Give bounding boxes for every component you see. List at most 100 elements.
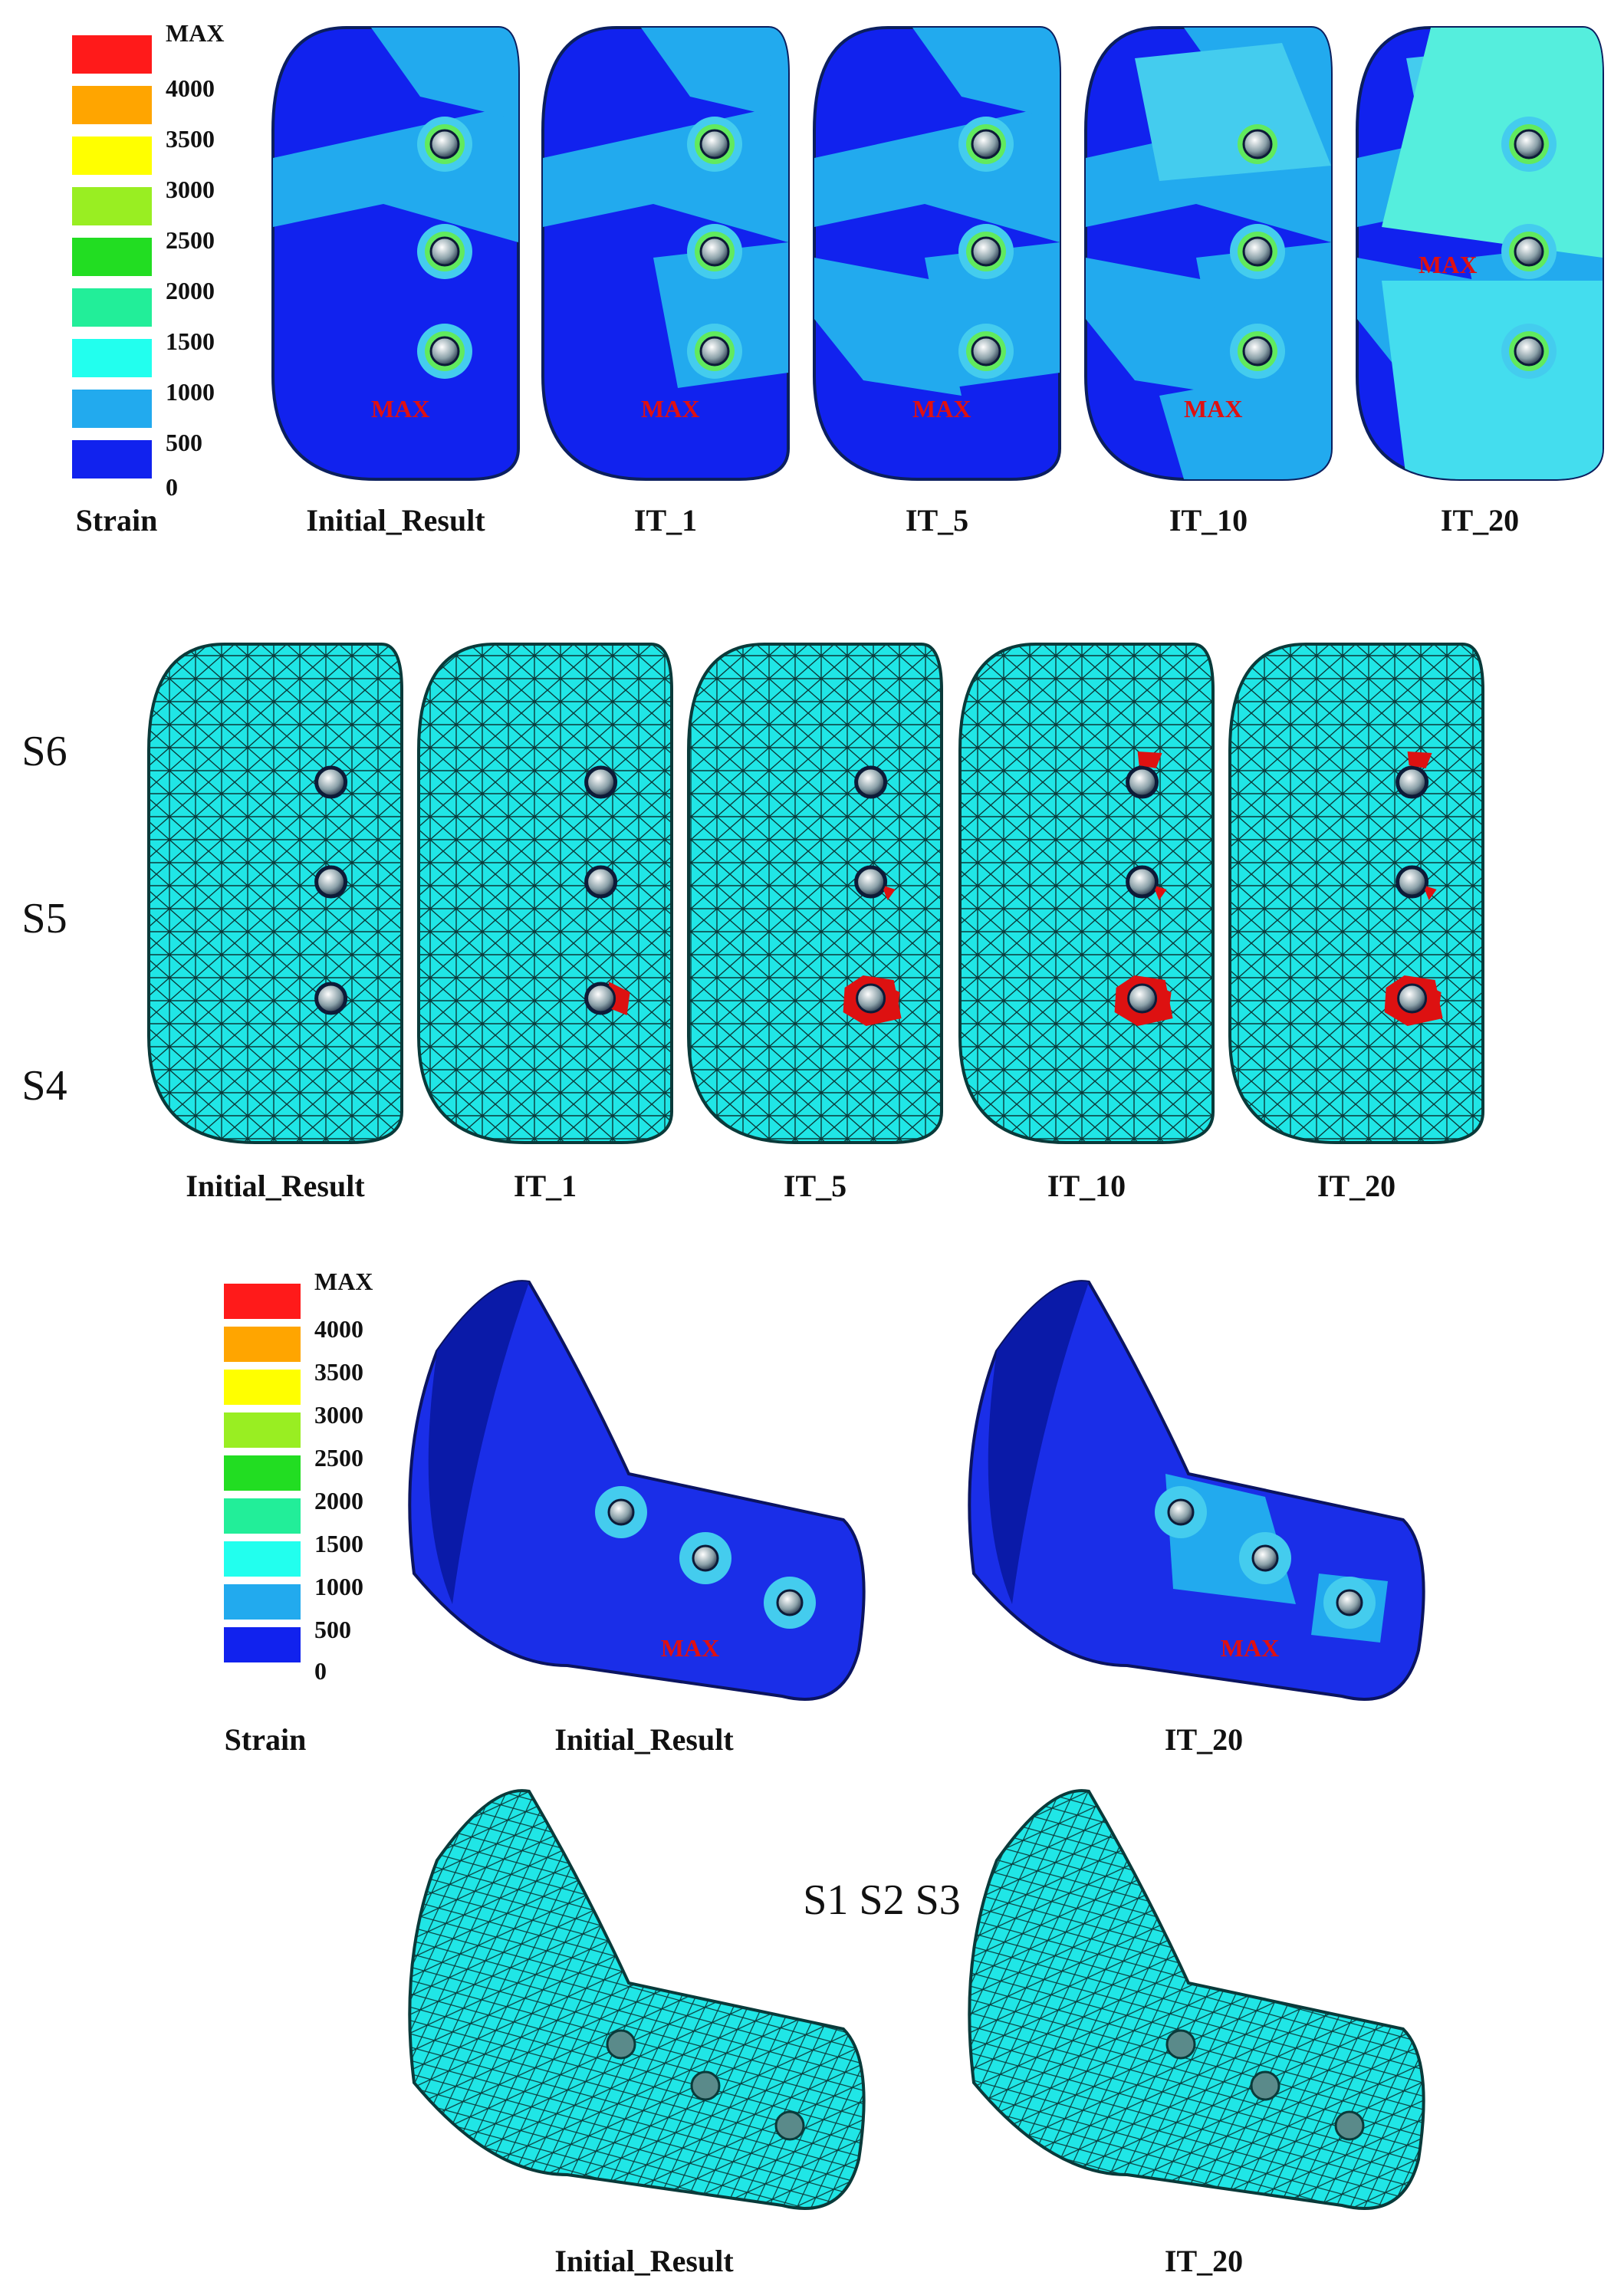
screw-head	[971, 336, 1001, 367]
cone-body	[408, 1280, 866, 1701]
legend-swatch	[224, 1584, 301, 1620]
legend-label: 1000	[166, 378, 215, 406]
legend-title: Strain	[76, 503, 158, 538]
legend-swatch	[224, 1541, 301, 1577]
screw-head	[971, 129, 1001, 159]
legend-swatch	[72, 288, 152, 327]
caption: IT_5	[784, 1169, 847, 1203]
screw-head	[429, 236, 460, 267]
failed-elements-plate-row: S6 S5 S4 Initial_Result IT_1 IT_5 IT_10 IT_20	[21, 643, 1484, 1203]
plate-mesh-3: IT_5	[687, 643, 943, 1203]
screw-head	[1250, 2070, 1280, 2101]
legend-label: 3500	[314, 1358, 363, 1386]
legend-swatch	[224, 1327, 301, 1362]
legend-swatch	[72, 187, 152, 225]
strain-region	[912, 28, 1060, 120]
max-tag: MAX	[661, 1634, 719, 1662]
screw-label-s6: S6	[21, 728, 67, 775]
screw-head	[1242, 129, 1273, 159]
screw-head	[1514, 129, 1544, 159]
strain-region	[925, 242, 1060, 388]
legend-label: 0	[314, 1657, 327, 1685]
screw-head	[1397, 983, 1428, 1014]
screw-head	[316, 767, 347, 797]
max-tag: MAX	[1419, 251, 1477, 278]
strain-region	[653, 242, 788, 388]
legend-label: 4000	[166, 74, 215, 102]
cone-body	[408, 1789, 866, 2210]
screw-labels-s1-s3: S1 S2 S3	[803, 1876, 960, 1924]
failed-elements	[881, 885, 896, 900]
strain-maps-plate-row: MAXInitial_ResultMAXIT_1MAXIT_5MAXIT_10M…	[271, 26, 1604, 538]
screw-head	[856, 867, 886, 897]
legend-label: MAX	[166, 19, 224, 47]
plate-mesh-5: IT_20	[1228, 643, 1484, 1203]
screw-head	[586, 767, 616, 797]
cone-body	[968, 1789, 1425, 2210]
legend-label: 2000	[314, 1487, 363, 1514]
screw-head	[971, 236, 1001, 267]
screw-head	[699, 129, 730, 159]
caption: IT_10	[1047, 1169, 1126, 1203]
failed-elements	[1137, 751, 1162, 768]
legend-swatch	[72, 440, 152, 478]
screw-head	[1334, 2110, 1365, 2141]
strain-legend-bottom: MAX 4000 3500 3000 2500 2000 1500 1000 500 0 Strai…	[224, 1268, 373, 1757]
caption: Initial_Result	[554, 2244, 734, 2278]
caption: IT_20	[1441, 503, 1519, 538]
cone-face	[428, 1281, 529, 1604]
legend-swatch	[72, 35, 152, 74]
cone-strain-1: MAX Initial_Result	[408, 1280, 866, 1757]
screw-head	[1397, 867, 1428, 897]
legend-swatch	[224, 1412, 301, 1448]
screw-head	[1127, 983, 1158, 1014]
legend-swatch	[224, 1627, 301, 1662]
failed-elements-cone-row: Initial_Result IT_20 S1 S2 S3	[408, 1789, 1425, 2278]
screw-head	[429, 336, 460, 367]
legend-swatch	[224, 1370, 301, 1405]
screw-head	[586, 867, 616, 897]
legend-title: Strain	[225, 1722, 307, 1757]
screw-head	[429, 129, 460, 159]
plate-body	[147, 643, 403, 1144]
strain-region	[1159, 365, 1331, 479]
legend-label: 4000	[314, 1315, 363, 1343]
screw-head	[606, 2029, 636, 2060]
cone-strain-2: MAX IT_20	[968, 1280, 1425, 1757]
caption: IT_5	[906, 503, 968, 538]
plate-strain-5: MAX IT_20	[1356, 26, 1604, 538]
plate-strain-3: MAX IT_5	[813, 26, 1061, 538]
screw-head	[856, 983, 886, 1014]
legend-swatch	[72, 136, 152, 175]
screw-head	[607, 1498, 635, 1526]
cone-mesh-1: Initial_Result	[408, 1789, 866, 2278]
caption: IT_10	[1169, 503, 1248, 538]
caption: IT_1	[514, 1169, 577, 1203]
legend-swatch	[72, 238, 152, 276]
failed-elements	[608, 982, 630, 1015]
screw-head	[699, 336, 730, 367]
screw-head	[1336, 1589, 1363, 1616]
failed-elements	[1407, 751, 1432, 768]
plate-body	[1228, 643, 1484, 1144]
legend-label: 1000	[314, 1573, 363, 1600]
screw-head	[1242, 236, 1273, 267]
strain-region	[371, 28, 518, 120]
cone-face	[988, 1281, 1089, 1604]
max-tag: MAX	[1184, 395, 1242, 423]
legend-label: 3500	[166, 125, 215, 153]
cone-mesh-2: IT_20	[968, 1789, 1425, 2278]
plate-mesh-4: IT_10	[958, 643, 1215, 1203]
strain-region	[814, 258, 962, 396]
legend-label: 3000	[166, 176, 215, 203]
max-tag: MAX	[1221, 1634, 1279, 1662]
screw-head	[1397, 767, 1428, 797]
legend-label: 1500	[166, 327, 215, 355]
plate-strain-1: MAX Initial_Result	[271, 26, 520, 538]
screw-label-s4: S4	[21, 1062, 67, 1110]
max-tag: MAX	[912, 395, 971, 423]
plate-body	[958, 643, 1215, 1144]
legend-label: 500	[166, 429, 202, 456]
strain-region	[641, 28, 788, 120]
